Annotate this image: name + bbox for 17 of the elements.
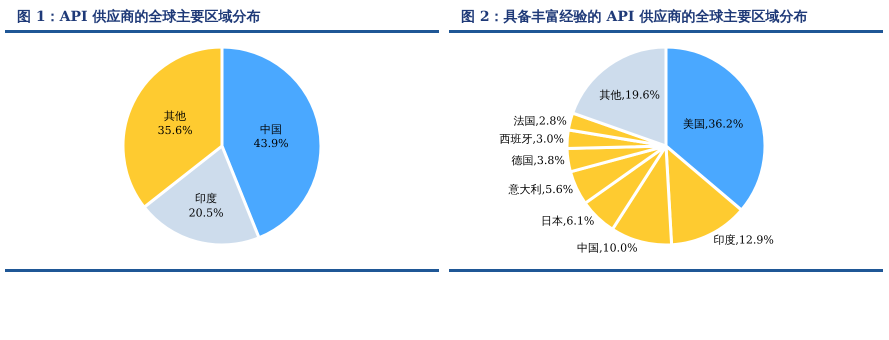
slice-label: 西班牙,3.0%	[500, 132, 564, 146]
slice-label: 德国,3.8%	[511, 154, 565, 167]
data-label: 20.5%	[188, 206, 224, 220]
slice-label: 中国	[260, 122, 282, 136]
slice-label: 印度,12.9%	[713, 233, 774, 246]
data-label: 43.9%	[254, 137, 289, 150]
slice-label: 其他	[164, 110, 186, 123]
slice-label: 日本,6.1%	[540, 214, 594, 228]
slice-label: 印度	[195, 192, 218, 206]
chart-title: 图 2：具备丰富经验的 API 供应商的全球主要区域分布	[449, 0, 883, 33]
slice-label: 美国,36.2%	[682, 118, 744, 131]
slice-label: 中国,10.0%	[577, 241, 638, 254]
chart-title: 图 1：API 供应商的全球主要区域分布	[5, 0, 439, 33]
slice-label: 意大利,5.6%	[508, 182, 574, 196]
slice-label: 其他,19.6%	[600, 88, 660, 102]
slice-label: 法国,2.8%	[513, 114, 567, 128]
data-label: 35.6%	[158, 124, 193, 137]
